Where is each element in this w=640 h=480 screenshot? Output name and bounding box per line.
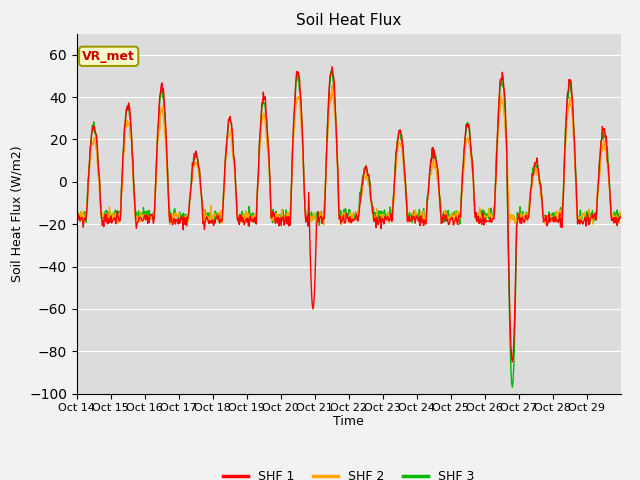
SHF 2: [372, 225, 380, 230]
SHF 1: [436, 200, 444, 206]
SHF 1: [137, 215, 145, 220]
SHF 3: [617, 214, 625, 220]
SHF 1: [73, 217, 81, 223]
SHF 1: [284, 214, 292, 219]
SHF 2: [328, 83, 336, 88]
SHF 2: [264, 147, 271, 153]
SHF 1: [328, 64, 336, 70]
SHF 2: [137, 209, 145, 215]
Line: SHF 1: SHF 1: [77, 67, 621, 362]
SHF 1: [617, 214, 625, 219]
Text: VR_met: VR_met: [82, 50, 135, 63]
X-axis label: Time: Time: [333, 415, 364, 428]
Line: SHF 3: SHF 3: [77, 71, 621, 387]
SHF 2: [284, 209, 292, 215]
SHF 2: [617, 215, 625, 221]
SHF 3: [328, 68, 336, 74]
SHF 2: [237, 215, 244, 221]
Legend: SHF 1, SHF 2, SHF 3: SHF 1, SHF 2, SHF 3: [218, 465, 479, 480]
SHF 2: [437, 204, 445, 209]
SHF 3: [436, 194, 444, 200]
SHF 3: [284, 212, 292, 218]
SHF 2: [406, 216, 414, 222]
SHF 3: [73, 208, 81, 214]
SHF 3: [406, 210, 413, 216]
SHF 3: [137, 213, 145, 218]
Y-axis label: Soil Heat Flux (W/m2): Soil Heat Flux (W/m2): [10, 145, 24, 282]
SHF 3: [264, 133, 271, 139]
SHF 1: [264, 133, 271, 139]
SHF 3: [508, 384, 516, 390]
SHF 1: [237, 218, 244, 224]
SHF 3: [237, 216, 244, 221]
SHF 2: [73, 213, 81, 218]
SHF 1: [406, 217, 413, 223]
Title: Soil Heat Flux: Soil Heat Flux: [296, 13, 401, 28]
SHF 1: [508, 359, 516, 365]
Line: SHF 2: SHF 2: [77, 85, 621, 228]
